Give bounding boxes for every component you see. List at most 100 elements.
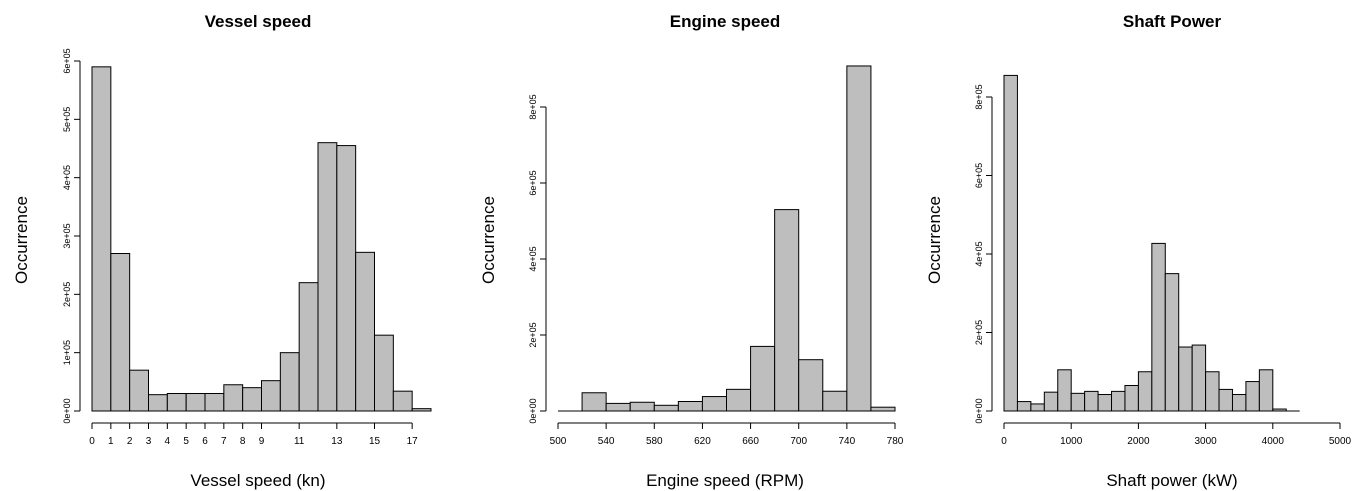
histogram-bar — [1057, 369, 1072, 412]
x-tick-label: 9 — [259, 436, 265, 447]
x-tick-label: 500 — [550, 436, 567, 447]
y-axis-label: Occurrence — [925, 196, 944, 284]
x-tick-label: 660 — [742, 436, 759, 447]
histogram-bar — [581, 392, 607, 412]
histogram-bar — [1191, 344, 1207, 412]
histogram-bar — [336, 145, 357, 412]
y-axis: 0e+00 2e+05 4e+05 6e+05 8e+05 — [974, 84, 993, 424]
x-tick-label: 3000 — [1194, 436, 1217, 447]
chart-title: Vessel speed — [205, 12, 312, 31]
histogram-bar — [1084, 390, 1099, 412]
histogram-bar — [629, 401, 655, 412]
y-tick-label: 4e+05 — [62, 165, 72, 190]
x-axis-label: Engine speed (RPM) — [646, 471, 804, 490]
x-tick-label: 13 — [331, 436, 343, 447]
histogram-bar — [798, 359, 824, 412]
histogram-bar — [91, 66, 112, 412]
histogram-bar — [1164, 273, 1180, 412]
histogram-bar — [1097, 394, 1113, 412]
y-axis: 0e+00 1e+05 2e+05 3e+05 4e+05 5e+05 6e+05 — [62, 48, 81, 424]
x-tick-label: 780 — [887, 436, 904, 447]
histogram-bar — [1124, 384, 1139, 412]
histogram-bar — [166, 393, 187, 412]
x-tick-label: 17 — [407, 436, 419, 447]
histogram-bar — [1218, 388, 1233, 412]
x-tick-label: 1 — [108, 436, 114, 447]
y-axis: 0e+00 2e+05 4e+05 6e+05 8e+05 — [528, 94, 547, 424]
x-axis-label: Vessel speed (kn) — [190, 471, 325, 490]
x-tick-label: 2000 — [1127, 436, 1150, 447]
x-tick-label: 2 — [127, 436, 133, 447]
histogram-bar — [726, 388, 752, 412]
x-tick-label: 700 — [790, 436, 807, 447]
histogram-bar — [1030, 403, 1045, 412]
x-tick-label: 7 — [221, 436, 227, 447]
histogram-bar — [242, 387, 263, 412]
histogram-bar — [822, 390, 848, 412]
x-tick-label: 0 — [89, 436, 95, 447]
x-tick-label: 5000 — [1329, 436, 1352, 447]
y-tick-label: 0e+00 — [62, 398, 72, 423]
histogram-bar — [223, 384, 244, 412]
histogram-bar — [185, 393, 206, 412]
histogram-bar — [355, 251, 375, 412]
x-tick-label: 6 — [202, 436, 208, 447]
histogram-bar — [1003, 74, 1018, 412]
histogram-bar — [677, 401, 703, 412]
x-tick-label: 580 — [646, 436, 663, 447]
histogram-bar — [148, 394, 168, 412]
shaft-power-panel: Shaft Power Occurrence Shaft power (kW) … — [925, 12, 1352, 490]
y-tick-label: 8e+05 — [528, 94, 538, 119]
histogram-bar — [317, 142, 338, 412]
histogram-bar — [605, 402, 631, 412]
y-tick-label: 4e+05 — [528, 246, 538, 271]
y-tick-label: 3e+05 — [62, 223, 72, 248]
chart-title: Shaft Power — [1123, 12, 1222, 31]
histogram-bar — [1137, 371, 1153, 412]
x-axis-label: Shaft power (kW) — [1106, 471, 1237, 490]
histogram-bar — [846, 65, 872, 412]
histogram-bar — [1043, 391, 1059, 412]
histogram-bar — [110, 253, 131, 412]
histogram-bar — [1245, 381, 1260, 412]
x-tick-label: 4000 — [1262, 436, 1285, 447]
y-tick-label: 8e+05 — [974, 84, 984, 109]
bars — [558, 65, 896, 412]
y-tick-label: 6e+05 — [528, 170, 538, 195]
x-tick-label: 620 — [694, 436, 711, 447]
bars — [91, 66, 432, 412]
x-tick-label: 0 — [1001, 436, 1007, 447]
y-tick-label: 0e+00 — [528, 398, 538, 423]
chart-title: Engine speed — [670, 12, 781, 31]
histogram-bar — [204, 393, 225, 412]
y-tick-label: 2e+05 — [62, 282, 72, 307]
y-axis-label: Occurrence — [12, 196, 31, 284]
histogram-bar — [870, 406, 896, 412]
histogram-bar — [1272, 408, 1287, 412]
histogram-bar — [1070, 392, 1086, 412]
y-tick-label: 6e+05 — [62, 48, 72, 73]
histogram-bar — [1205, 371, 1220, 412]
y-tick-label: 6e+05 — [974, 163, 984, 188]
x-tick-label: 11 — [294, 436, 305, 447]
x-tick-label: 740 — [839, 436, 856, 447]
x-tick-label: 4 — [165, 436, 171, 447]
histogram-bar — [750, 345, 776, 412]
histogram-bar — [411, 408, 432, 412]
y-tick-label: 4e+05 — [974, 241, 984, 266]
bars — [1003, 74, 1300, 412]
y-tick-label: 2e+05 — [974, 320, 984, 345]
histogram-bar — [774, 209, 800, 412]
y-tick-label: 1e+05 — [62, 340, 72, 365]
histogram-bar — [129, 369, 150, 412]
vessel-speed-panel: Vessel speed Occurrence Vessel speed (kn… — [12, 12, 432, 490]
histogram-bar — [261, 380, 281, 412]
histogram-bar — [1178, 346, 1193, 412]
histogram-bar — [279, 352, 300, 412]
x-axis: 0 1000 2000 3000 4000 5000 — [1001, 422, 1352, 447]
y-tick-label: 2e+05 — [528, 322, 538, 347]
y-tick-label: 5e+05 — [62, 107, 72, 132]
x-tick-label: 8 — [240, 436, 246, 447]
histogram-bar — [701, 396, 728, 412]
